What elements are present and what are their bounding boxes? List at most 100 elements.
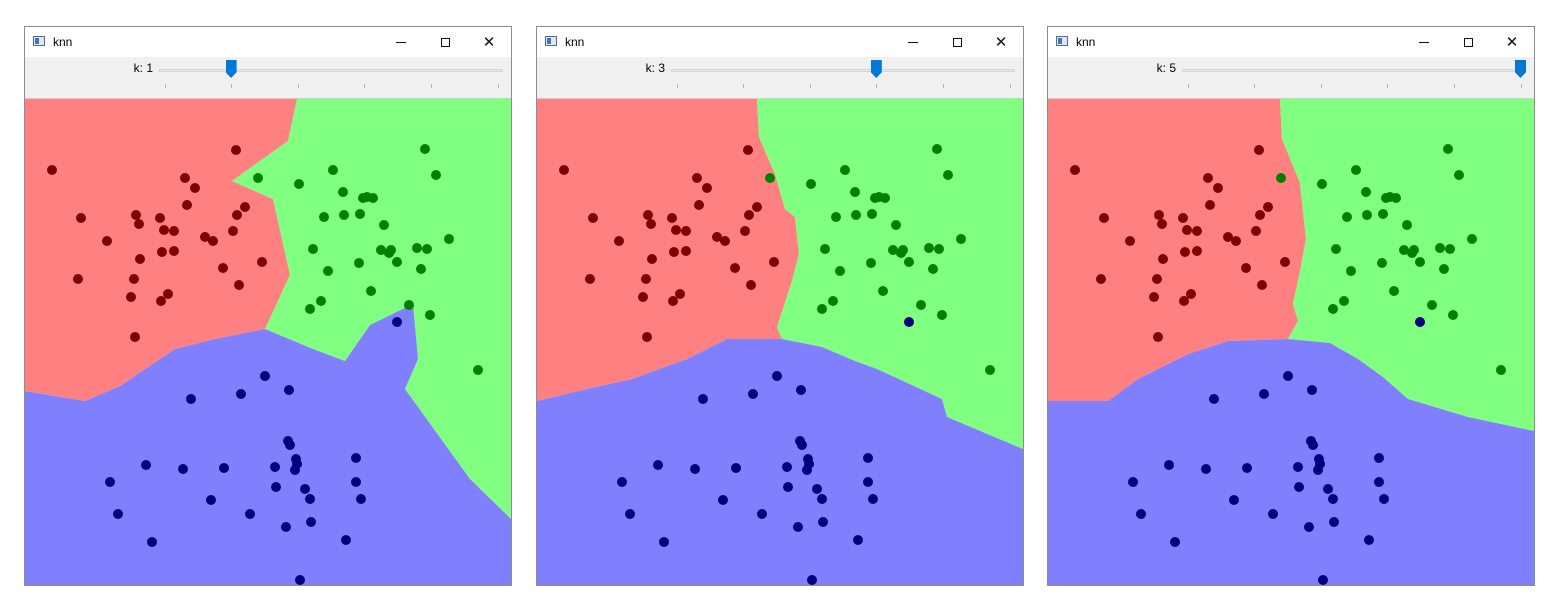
point-green bbox=[916, 300, 926, 310]
point-red bbox=[752, 202, 762, 212]
slider-thumb[interactable] bbox=[225, 60, 237, 78]
slider-thumb[interactable] bbox=[1515, 60, 1526, 78]
point-red bbox=[720, 236, 730, 246]
point-red bbox=[1203, 173, 1213, 183]
point-blue bbox=[802, 465, 812, 475]
point-blue bbox=[290, 465, 300, 475]
plot-canvas bbox=[25, 99, 511, 585]
point-red bbox=[642, 332, 652, 342]
point-blue bbox=[796, 385, 806, 395]
point-green bbox=[1351, 165, 1361, 175]
point-blue bbox=[625, 509, 635, 519]
point-green bbox=[431, 170, 441, 180]
point-red bbox=[232, 210, 242, 220]
point-red bbox=[76, 213, 86, 223]
point-blue bbox=[1374, 453, 1384, 463]
point-green bbox=[896, 248, 906, 258]
point-green bbox=[932, 144, 942, 154]
point-red bbox=[675, 289, 685, 299]
point-green bbox=[866, 258, 876, 268]
k-slider[interactable] bbox=[159, 59, 503, 95]
point-blue bbox=[1259, 389, 1269, 399]
point-red bbox=[1280, 257, 1290, 267]
slider-groove[interactable] bbox=[671, 69, 1015, 72]
point-green bbox=[376, 245, 386, 255]
k-slider[interactable] bbox=[671, 59, 1015, 95]
slider-thumb[interactable] bbox=[870, 60, 882, 78]
slider-tick bbox=[942, 84, 944, 88]
point-green bbox=[1317, 179, 1327, 189]
point-red bbox=[1257, 280, 1267, 290]
title-bar[interactable]: knn ✕ bbox=[537, 27, 1023, 57]
toolbar: k: 5 bbox=[1048, 57, 1534, 99]
point-blue bbox=[812, 484, 822, 494]
point-red bbox=[1099, 213, 1109, 223]
maximize-button[interactable] bbox=[423, 27, 467, 57]
point-red bbox=[182, 200, 192, 210]
point-red bbox=[180, 173, 190, 183]
point-green bbox=[820, 244, 830, 254]
point-blue bbox=[1308, 440, 1318, 450]
close-button[interactable]: ✕ bbox=[467, 27, 511, 57]
minimize-button[interactable] bbox=[379, 27, 423, 57]
point-red bbox=[1154, 210, 1164, 220]
close-button[interactable]: ✕ bbox=[979, 27, 1023, 57]
k-slider[interactable] bbox=[1182, 59, 1526, 95]
point-red bbox=[692, 173, 702, 183]
point-red bbox=[681, 226, 691, 236]
point-blue bbox=[617, 477, 627, 487]
point-green bbox=[956, 234, 966, 244]
point-red bbox=[681, 246, 691, 256]
point-blue bbox=[351, 453, 361, 463]
point-green bbox=[840, 165, 850, 175]
point-green bbox=[985, 365, 995, 375]
point-green bbox=[891, 220, 901, 230]
point-green bbox=[1439, 264, 1449, 274]
point-blue bbox=[1328, 494, 1338, 504]
point-green bbox=[362, 192, 372, 202]
point-red bbox=[1157, 219, 1167, 229]
point-blue bbox=[853, 535, 863, 545]
minimize-icon bbox=[1419, 41, 1429, 43]
point-blue bbox=[653, 460, 663, 470]
minimize-icon bbox=[396, 41, 406, 43]
region-red bbox=[1048, 99, 1306, 401]
minimize-button[interactable] bbox=[891, 27, 935, 57]
slider-groove[interactable] bbox=[1182, 69, 1526, 72]
point-blue bbox=[1128, 477, 1138, 487]
point-red bbox=[157, 247, 167, 257]
title-bar[interactable]: knn ✕ bbox=[1048, 27, 1534, 57]
minimize-button[interactable] bbox=[1402, 27, 1446, 57]
point-blue bbox=[186, 394, 196, 404]
point-red bbox=[1251, 226, 1261, 236]
point-blue bbox=[1374, 477, 1384, 487]
point-red bbox=[669, 247, 679, 257]
point-red bbox=[1179, 296, 1189, 306]
point-green bbox=[420, 144, 430, 154]
point-red bbox=[1263, 202, 1273, 212]
point-blue bbox=[1136, 509, 1146, 519]
region-green bbox=[1280, 99, 1534, 431]
point-green bbox=[384, 248, 394, 258]
point-green bbox=[937, 310, 947, 320]
point-red bbox=[234, 280, 244, 290]
point-green bbox=[404, 300, 414, 310]
point-green bbox=[339, 210, 349, 220]
point-blue bbox=[300, 484, 310, 494]
slider-tick bbox=[1520, 84, 1522, 88]
slider-groove[interactable] bbox=[159, 69, 503, 72]
close-button[interactable]: ✕ bbox=[1490, 27, 1534, 57]
point-red bbox=[1205, 200, 1215, 210]
title-bar[interactable]: knn ✕ bbox=[25, 27, 511, 57]
point-red bbox=[671, 225, 681, 235]
point-red bbox=[47, 165, 57, 175]
maximize-button[interactable] bbox=[1446, 27, 1490, 57]
point-red bbox=[712, 232, 722, 242]
point-green bbox=[422, 244, 432, 254]
point-green bbox=[1448, 310, 1458, 320]
plot-canvas bbox=[537, 99, 1023, 585]
point-blue bbox=[718, 495, 728, 505]
region-red bbox=[537, 99, 799, 401]
maximize-button[interactable] bbox=[935, 27, 979, 57]
point-red bbox=[1153, 332, 1163, 342]
